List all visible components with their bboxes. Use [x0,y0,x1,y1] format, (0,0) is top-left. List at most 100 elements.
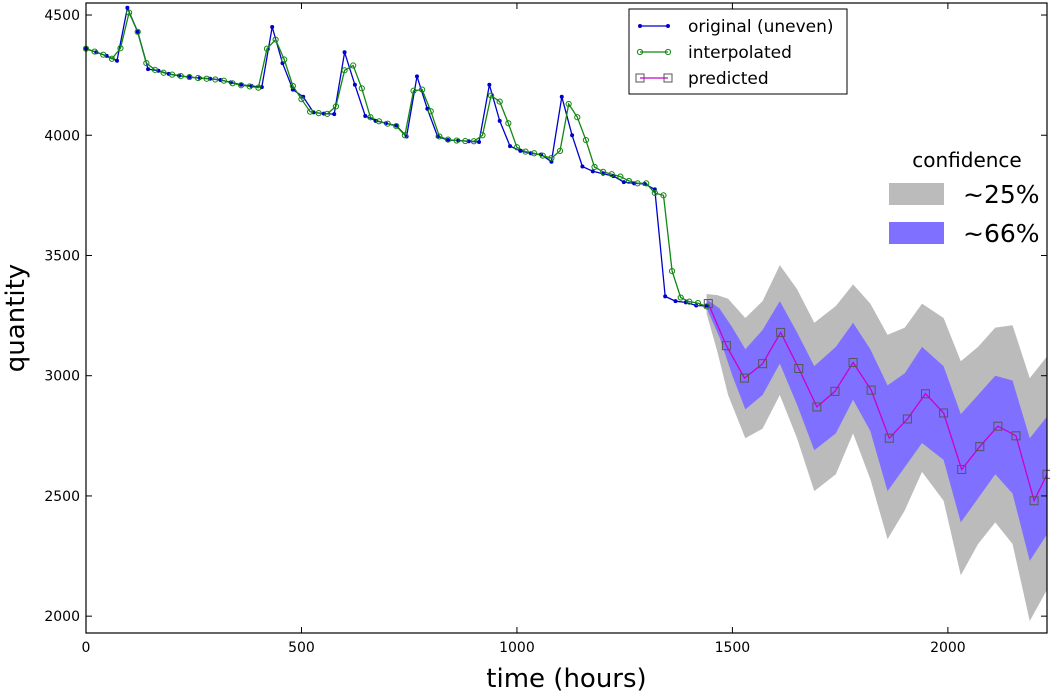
y-tick-label: 3500 [44,248,80,264]
data-point [453,137,460,144]
data-point [436,133,443,140]
data-point [135,29,140,34]
data-point [281,56,288,63]
data-point [884,433,894,443]
data-point [143,60,150,67]
data-point [146,67,151,72]
data-point [539,152,546,159]
data-point [410,87,417,94]
data-point [203,75,210,82]
x-tick-label: 2000 [930,640,966,656]
legend-marker [638,24,642,28]
y-tick-label: 3000 [44,369,80,385]
x-tick-label: 1000 [499,640,535,656]
data-point [393,123,400,130]
y-axis-title: quantity [1,264,31,372]
confidence-legend: confidence ~25% ~66% [889,148,1040,248]
legend-label: predicted [688,69,769,89]
data-point [704,303,709,308]
data-point [582,136,589,144]
data-point [487,82,492,87]
data-point [238,82,245,89]
data-point [625,177,633,185]
data-point [513,144,521,151]
data-point [703,299,713,309]
data-point [394,123,399,128]
data-point [477,139,482,144]
data-point [608,171,615,178]
data-point [739,373,749,383]
legend-marker [636,48,644,56]
series-line-predicted [707,303,1048,503]
data-point [384,120,391,127]
data-point [444,136,452,143]
data-point [419,86,426,93]
data-point [160,69,167,76]
data-point [505,120,512,127]
data-point [487,92,495,99]
data-point [186,73,193,81]
data-point [229,80,236,87]
data-point [255,84,262,91]
data-point [660,192,667,199]
x-tick-label: 1500 [715,640,751,656]
data-point [848,357,858,367]
series-line-interpolated [85,10,707,308]
data-point [634,180,641,187]
data-point [920,389,930,399]
data-point [663,294,668,299]
data-point [668,268,676,275]
data-point [580,164,585,169]
data-point [270,25,275,30]
data-point [125,9,133,16]
x-axis-title: time (hours) [486,664,646,691]
data-point [686,298,693,305]
data-point [91,48,98,55]
data-point [830,386,840,396]
data-point [556,147,564,154]
series-line-original-uneven [85,5,707,307]
data-point [332,112,337,117]
x-tick-label: 500 [288,640,315,656]
data-point [496,98,503,105]
data-point [352,82,357,87]
data-point [306,108,314,115]
data-point [272,36,279,43]
legend-marker [663,73,673,83]
data-point [812,402,822,412]
confidence-label: ~25% [963,180,1040,209]
data-point [651,189,658,197]
data-point [289,82,296,90]
y-tick-label: 4500 [44,8,80,24]
data-point [591,163,598,171]
plot-frame [85,2,1048,634]
data-point [721,341,731,351]
confidence-bands [706,265,1047,621]
data-point [246,83,253,90]
data-point [263,45,271,52]
data-point [470,138,477,145]
data-point [169,71,176,78]
data-point [220,77,228,84]
data-point [1011,431,1021,441]
data-point [508,144,513,149]
data-point [902,414,912,424]
confidence-label: ~66% [963,219,1040,248]
confidence-swatch [889,183,944,205]
data-point [518,148,523,153]
data-point [115,58,120,63]
legend-label: original (uneven) [688,17,834,37]
data-point [194,74,202,82]
data-point [621,180,626,185]
y-tick-label: 4000 [44,128,80,144]
data-point [939,408,949,418]
data-point [559,94,564,99]
data-point [108,55,115,62]
data-point [522,148,529,155]
data-point [332,103,340,110]
data-point [350,62,357,69]
data-point [315,110,322,117]
data-point [134,28,141,35]
data-point [600,168,607,175]
